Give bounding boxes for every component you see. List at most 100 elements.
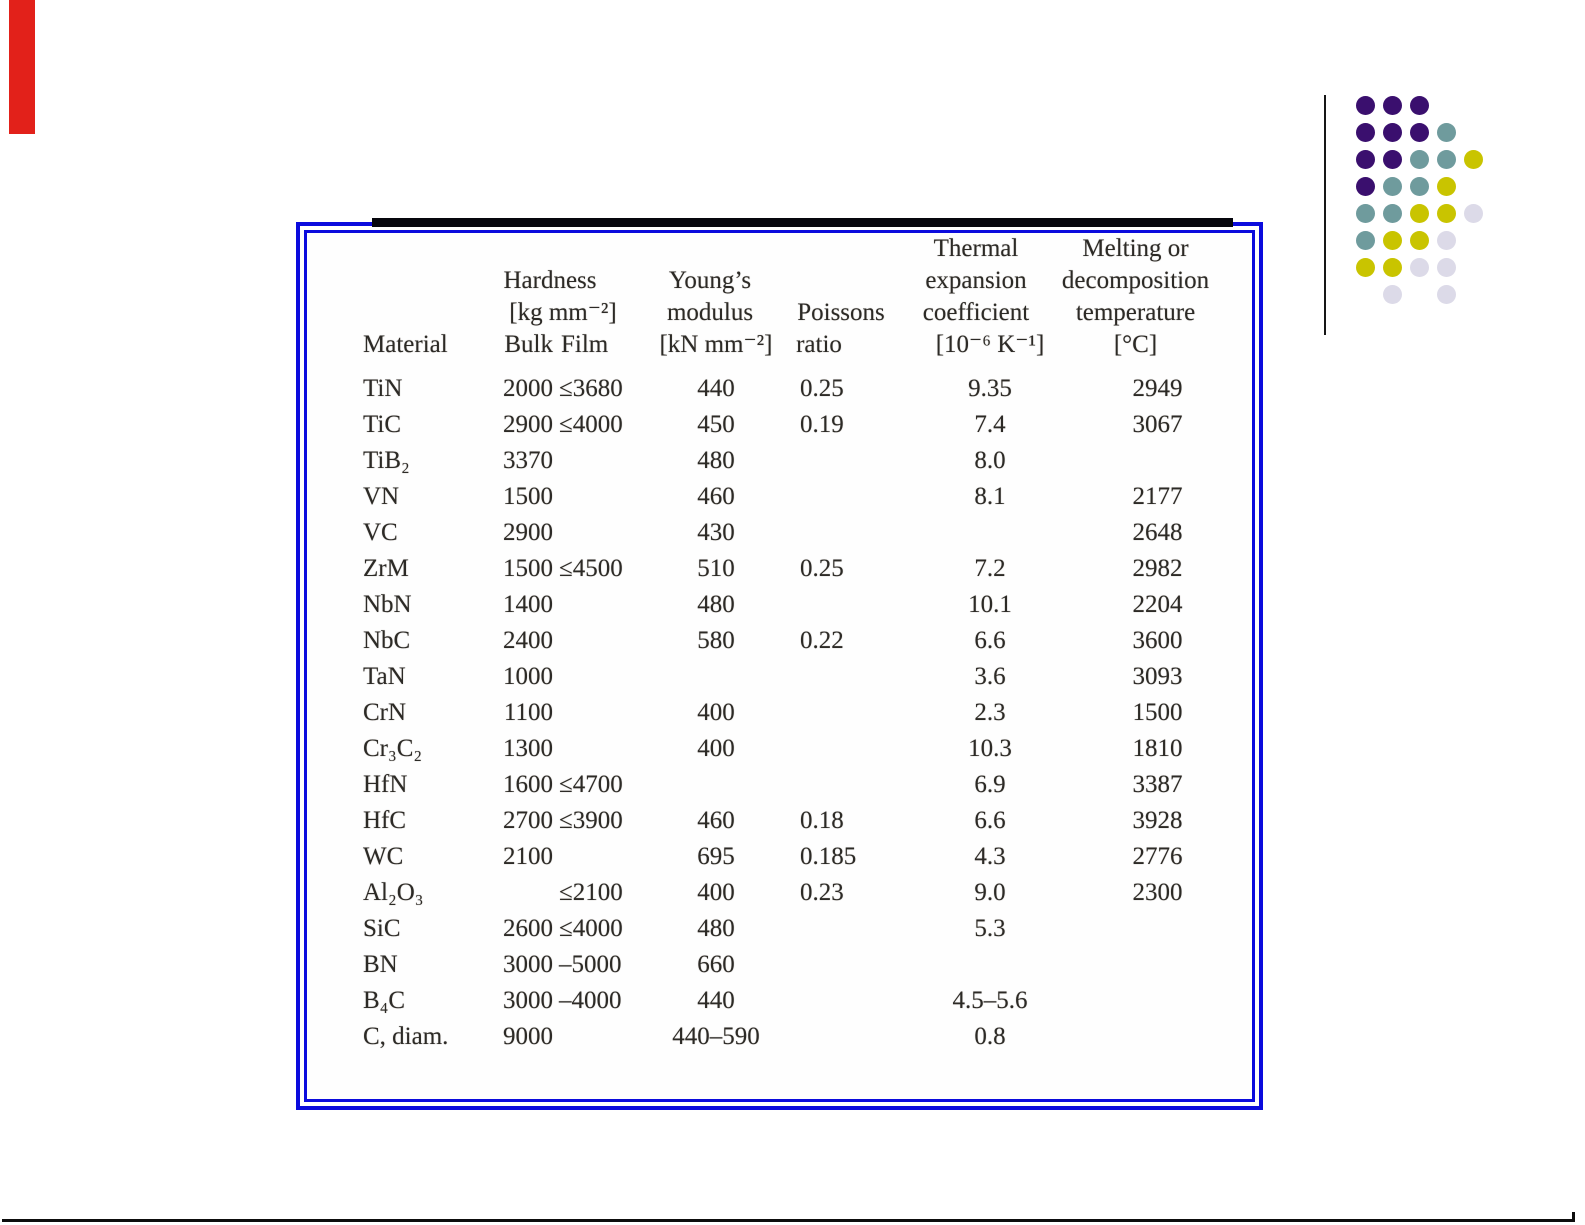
table-header: Thermal Melting or Hardness Young’s expa… xyxy=(360,233,1235,361)
cell-youngs: 430 xyxy=(697,519,735,546)
header-youngs-line2: modulus xyxy=(666,299,754,326)
footer-rule-end-tick xyxy=(1572,1212,1575,1222)
cell-poisson: 0.19 xyxy=(800,411,844,438)
header-thermal-line2: expansion xyxy=(925,267,1027,294)
cell-youngs xyxy=(650,659,782,695)
cell-youngs: 440 xyxy=(697,375,735,402)
header-film: Film xyxy=(561,331,609,358)
cell-material: ZrM xyxy=(363,555,409,582)
cell-youngs: 695 xyxy=(697,843,735,870)
cell-material: WC xyxy=(363,843,404,870)
cell-bulk: 2900 xyxy=(503,411,553,438)
table-row: Cr₃C₂ 1300 400 10.3 1810 xyxy=(360,731,1235,767)
dot xyxy=(1409,149,1429,169)
dot xyxy=(1382,149,1402,169)
table-top-rule xyxy=(372,218,1233,227)
table-rows: TiN 2000 ≤3680 440 0.25 9.35 2949 TiC 2900 ≤4000 4… xyxy=(360,371,1235,1055)
cell-poisson: 0.23 xyxy=(800,879,844,906)
cell-film xyxy=(553,587,650,623)
cell-thermal: 4.3 xyxy=(974,843,1006,870)
table-row: ZrM 1500 ≤4500 510 0.25 7.2 2982 xyxy=(360,551,1235,587)
dot xyxy=(1382,284,1402,304)
cell-thermal xyxy=(900,947,1080,983)
cell-melting: 1500 xyxy=(1132,699,1183,726)
cell-thermal: 4.5–5.6 xyxy=(952,987,1028,1014)
cell-melting: 3928 xyxy=(1132,807,1183,834)
cell-thermal: 9.0 xyxy=(974,879,1006,906)
header-thermal-unit: [10⁻⁶ K⁻¹] xyxy=(935,331,1045,358)
table-frame-outer xyxy=(296,222,1263,1110)
dot xyxy=(1463,149,1483,169)
dot xyxy=(1409,257,1429,277)
cell-poisson xyxy=(782,695,900,731)
dot xyxy=(1436,257,1456,277)
cell-melting: 3093 xyxy=(1132,663,1183,690)
table-row: TaN 1000 3.6 3093 xyxy=(360,659,1235,695)
cell-youngs: 440–590 xyxy=(672,1023,760,1050)
cell-material: TiB₂ xyxy=(363,447,410,474)
table-row: Al₂O₃ ≤2100 400 0.23 9.0 2300 xyxy=(360,875,1235,911)
dot xyxy=(1382,230,1402,250)
cell-bulk: 2400 xyxy=(503,627,553,654)
cell-thermal: 6.9 xyxy=(974,771,1006,798)
cell-bulk: 1000 xyxy=(503,663,553,690)
header-youngs-unit: [kN mm⁻²] xyxy=(659,331,773,358)
header-material: Material xyxy=(363,331,448,358)
cell-film xyxy=(553,515,650,551)
dot xyxy=(1355,149,1375,169)
cell-material: VC xyxy=(363,519,398,546)
cell-film xyxy=(553,695,650,731)
dot xyxy=(1382,122,1402,142)
cell-material: TiN xyxy=(363,375,403,402)
cell-thermal: 6.6 xyxy=(974,807,1006,834)
cell-youngs: 480 xyxy=(697,915,735,942)
cell-youngs: 660 xyxy=(697,951,735,978)
cell-film xyxy=(553,443,650,479)
dot xyxy=(1382,203,1402,223)
cell-melting xyxy=(1080,947,1235,983)
table-row: TiN 2000 ≤3680 440 0.25 9.35 2949 xyxy=(360,371,1235,407)
cell-thermal: 10.3 xyxy=(968,735,1012,762)
cell-thermal: 8.0 xyxy=(974,447,1006,474)
header-melting-line1: Melting or xyxy=(1082,235,1189,262)
cell-thermal: 6.6 xyxy=(974,627,1006,654)
dot xyxy=(1382,176,1402,196)
cell-thermal: 8.1 xyxy=(974,483,1006,510)
cell-material: B₄C xyxy=(363,987,406,1014)
cell-melting: 2982 xyxy=(1132,555,1183,582)
header-ratio: ratio xyxy=(796,331,842,358)
cell-film: ≤4000 xyxy=(559,915,623,942)
cell-poisson: 0.18 xyxy=(800,807,844,834)
table-row: C, diam. 9000 440–590 0.8 xyxy=(360,1019,1235,1055)
cell-youngs: 400 xyxy=(697,879,735,906)
dot xyxy=(1409,176,1429,196)
dot xyxy=(1436,203,1456,223)
dot xyxy=(1355,95,1375,115)
header-poissons: Poissons xyxy=(797,299,885,326)
header-bulk: Bulk xyxy=(504,331,553,358)
cell-youngs: 460 xyxy=(697,807,735,834)
cell-bulk: 3370 xyxy=(503,447,553,474)
cell-thermal: 3.6 xyxy=(974,663,1006,690)
cell-youngs: 400 xyxy=(697,735,735,762)
cell-material: NbC xyxy=(363,627,411,654)
cell-youngs: 510 xyxy=(697,555,735,582)
cell-film: ≤3680 xyxy=(559,375,623,402)
cell-melting xyxy=(1080,443,1235,479)
cell-poisson xyxy=(782,911,900,947)
cell-thermal: 9.35 xyxy=(968,375,1012,402)
cell-bulk: 2000 xyxy=(503,375,553,402)
cell-poisson: 0.25 xyxy=(800,375,844,402)
cell-melting xyxy=(1080,983,1235,1019)
cell-thermal: 7.4 xyxy=(974,411,1006,438)
header-youngs: Young’s xyxy=(668,267,752,294)
cell-material: Al₂O₃ xyxy=(363,879,424,906)
table-row: BN 3000 –5000 660 xyxy=(360,947,1235,983)
cell-poisson xyxy=(782,731,900,767)
table-row: VN 1500 460 8.1 2177 xyxy=(360,479,1235,515)
cell-film: ≤4700 xyxy=(559,771,623,798)
cell-melting: 2177 xyxy=(1132,483,1183,510)
cell-melting: 2949 xyxy=(1132,375,1183,402)
table-row: TiB₂ 3370 480 8.0 xyxy=(360,443,1235,479)
cell-material: CrN xyxy=(363,699,407,726)
